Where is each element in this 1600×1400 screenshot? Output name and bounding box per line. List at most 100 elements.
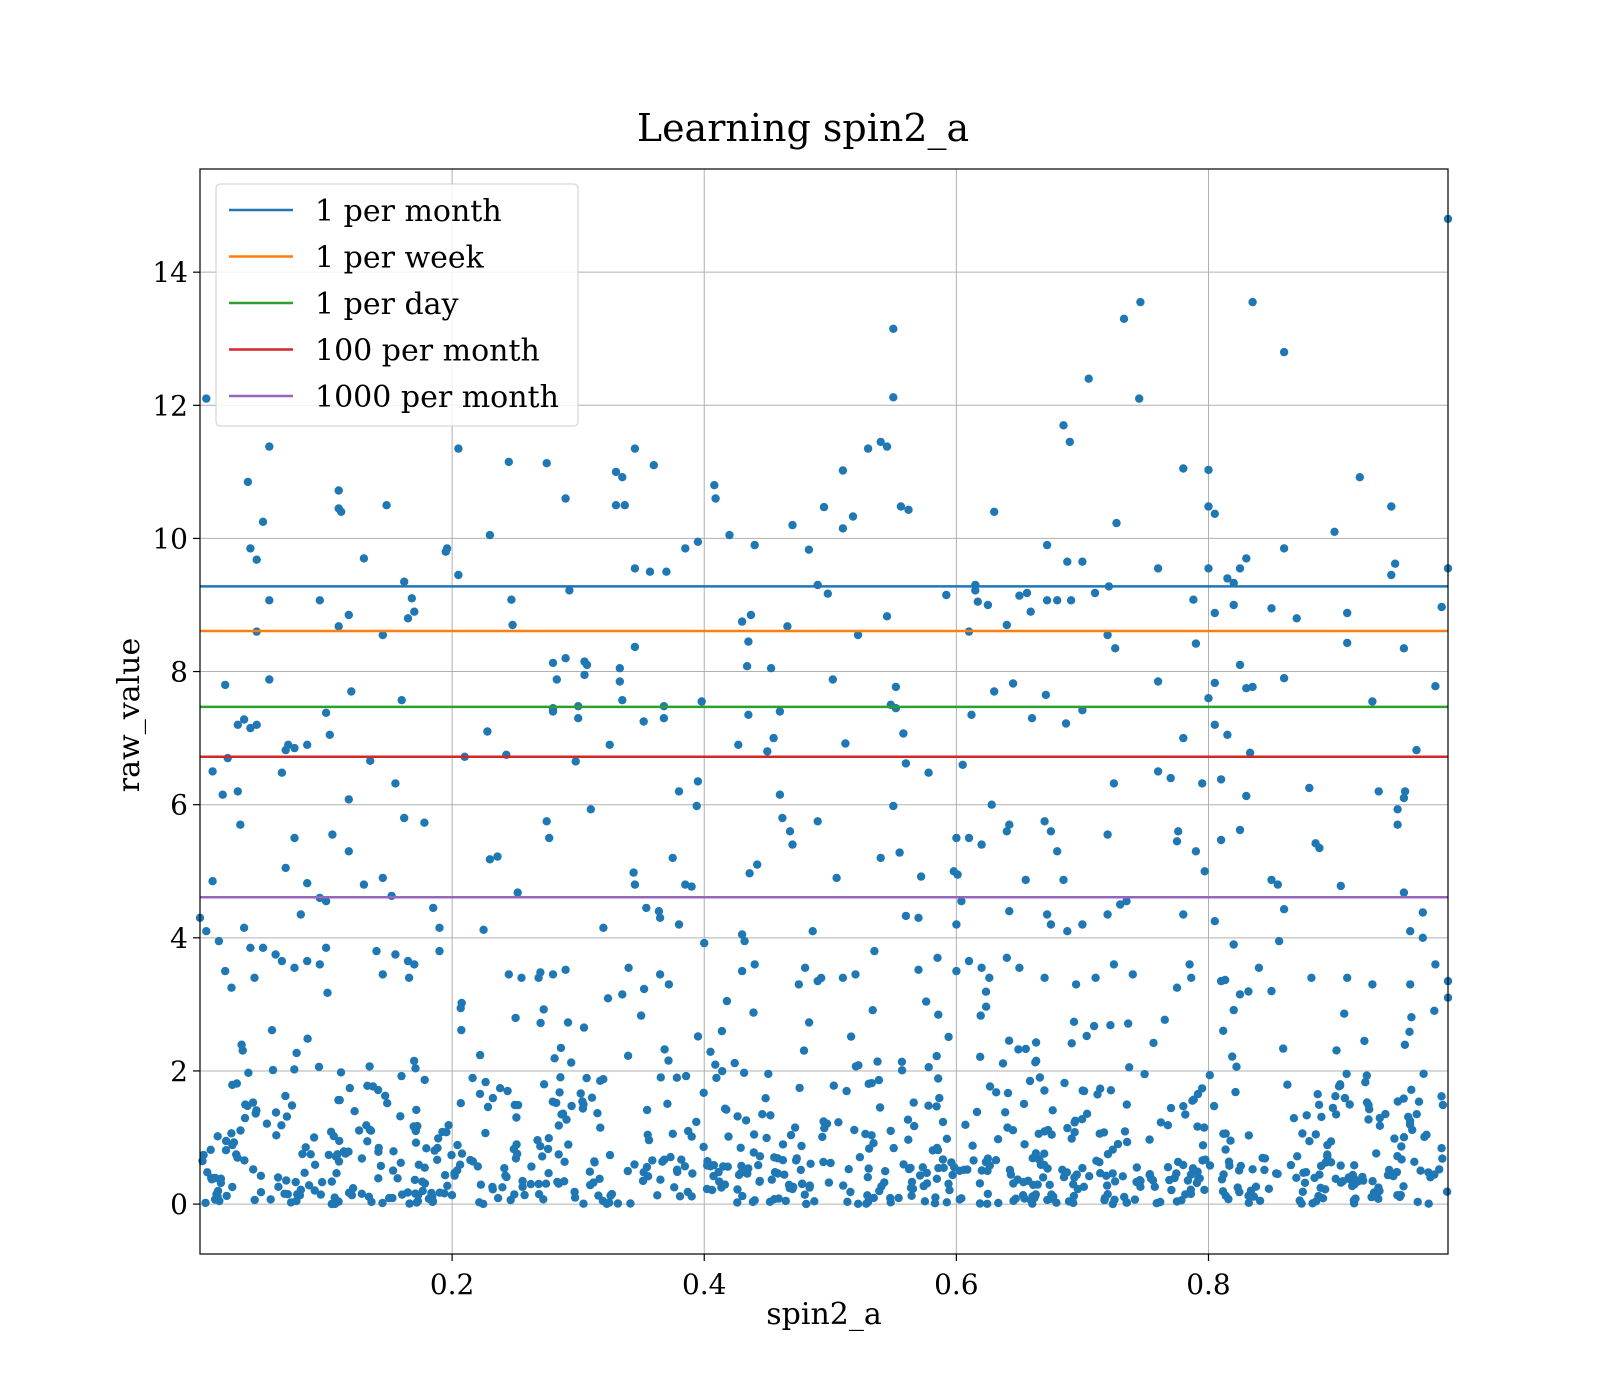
data-point xyxy=(1070,1118,1079,1127)
data-point xyxy=(766,1111,775,1120)
data-point xyxy=(280,1189,289,1199)
data-point xyxy=(783,622,792,631)
data-point xyxy=(227,1129,236,1138)
data-point xyxy=(378,1198,387,1208)
data-point xyxy=(267,1026,277,1035)
data-point xyxy=(248,1098,258,1107)
data-point xyxy=(668,1129,677,1139)
plot-frame xyxy=(199,168,1449,1255)
data-point xyxy=(1150,1182,1160,1192)
data-point xyxy=(1437,602,1446,612)
data-point xyxy=(924,768,933,777)
data-point xyxy=(1228,1052,1237,1061)
data-point xyxy=(998,1059,1008,1068)
data-point xyxy=(985,973,994,982)
data-point xyxy=(411,1138,421,1147)
data-point xyxy=(1070,1173,1079,1182)
data-point xyxy=(1293,1152,1302,1161)
legend-label: 1 per week xyxy=(315,241,485,276)
data-point xyxy=(1313,1090,1322,1099)
data-point xyxy=(1100,1193,1110,1203)
data-point xyxy=(391,950,400,959)
data-point xyxy=(889,1143,898,1153)
data-point xyxy=(252,555,261,564)
data-point xyxy=(1311,1197,1321,1206)
data-point xyxy=(434,1134,443,1143)
data-point xyxy=(826,1158,835,1168)
data-point xyxy=(981,987,991,996)
data-point xyxy=(1032,1056,1041,1066)
data-point xyxy=(1153,564,1163,573)
data-point xyxy=(1020,1140,1029,1149)
data-point xyxy=(750,960,759,969)
data-point xyxy=(1375,1121,1385,1131)
data-point xyxy=(290,1065,299,1074)
data-point xyxy=(1093,1090,1102,1099)
data-point xyxy=(443,1181,452,1191)
data-point xyxy=(518,1182,527,1192)
data-point xyxy=(725,530,734,540)
data-point xyxy=(544,1169,553,1178)
data-point xyxy=(1113,1139,1123,1149)
data-point xyxy=(1393,1152,1402,1161)
data-point xyxy=(303,740,312,749)
data-point xyxy=(692,801,701,811)
data-point xyxy=(250,973,259,982)
data-point xyxy=(692,1117,701,1127)
data-point xyxy=(604,1198,614,1207)
data-point xyxy=(663,1099,672,1109)
data-point xyxy=(629,868,638,877)
data-point xyxy=(435,1188,444,1197)
data-point xyxy=(1078,706,1087,715)
data-point xyxy=(1231,1087,1240,1097)
data-point xyxy=(1301,1168,1311,1177)
data-point xyxy=(310,1160,320,1170)
data-point xyxy=(967,710,976,719)
data-point xyxy=(1149,1038,1158,1048)
data-point xyxy=(889,393,898,402)
data-point xyxy=(767,1175,776,1184)
data-point xyxy=(554,1150,563,1159)
data-point xyxy=(753,860,762,869)
data-point xyxy=(374,1174,383,1183)
data-point xyxy=(1210,720,1220,729)
y-tick-label: 2 xyxy=(170,1055,188,1088)
data-point xyxy=(475,1089,485,1099)
y-tick-label: 0 xyxy=(170,1188,188,1221)
data-point xyxy=(277,1121,286,1130)
data-point xyxy=(1021,1044,1030,1054)
data-point xyxy=(620,501,629,510)
data-point xyxy=(761,1094,770,1103)
data-point xyxy=(447,1191,457,1200)
data-point xyxy=(1438,1154,1447,1163)
data-point xyxy=(1042,540,1052,550)
x-tick-label: 0.8 xyxy=(1186,1268,1231,1301)
data-point xyxy=(237,1040,246,1049)
data-point xyxy=(786,1130,796,1140)
data-point xyxy=(933,1145,943,1155)
data-point xyxy=(739,1068,749,1078)
data-point xyxy=(664,980,674,989)
data-point xyxy=(994,1198,1003,1208)
data-point xyxy=(839,1181,848,1190)
y-tick-label: 12 xyxy=(152,389,188,422)
data-point xyxy=(1002,620,1011,630)
data-point xyxy=(221,1136,231,1146)
data-point xyxy=(216,1174,226,1183)
data-point xyxy=(593,1109,602,1118)
data-point xyxy=(300,1168,309,1178)
data-point xyxy=(218,790,227,799)
data-point xyxy=(1078,1163,1087,1173)
data-point xyxy=(750,540,759,550)
data-point xyxy=(407,594,416,603)
data-point xyxy=(804,545,814,554)
data-point xyxy=(700,938,709,948)
data-point xyxy=(886,1126,895,1136)
data-point xyxy=(876,853,885,863)
data-point xyxy=(262,1119,272,1128)
data-point xyxy=(675,1192,685,1201)
data-point xyxy=(775,790,785,799)
data-point xyxy=(301,1143,310,1152)
data-point xyxy=(1248,682,1257,692)
data-point xyxy=(1153,677,1163,686)
